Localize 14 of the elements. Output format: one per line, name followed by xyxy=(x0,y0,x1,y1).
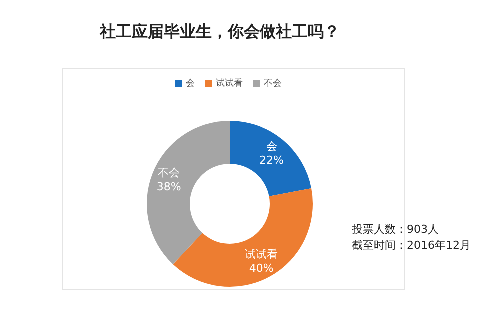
legend-label: 试试看 xyxy=(216,79,243,89)
slice-label: 试试看 xyxy=(245,248,278,262)
legend-label: 不会 xyxy=(264,79,282,89)
slice-label: 会 xyxy=(266,140,278,154)
chart-title: 社工应届毕业生，你会做社工吗？ xyxy=(98,22,341,43)
data-label: 38% xyxy=(156,180,182,194)
donut-slice xyxy=(230,121,312,197)
text: 投票人数：903人 xyxy=(352,222,440,238)
text: 截至时间：2016年12月 xyxy=(352,238,471,254)
data-label: 40% xyxy=(249,262,274,275)
slice-label: 不会 xyxy=(158,166,180,180)
data-label: 22% xyxy=(260,154,284,167)
donut-slice xyxy=(147,121,230,265)
legend-label: 会 xyxy=(186,79,195,89)
